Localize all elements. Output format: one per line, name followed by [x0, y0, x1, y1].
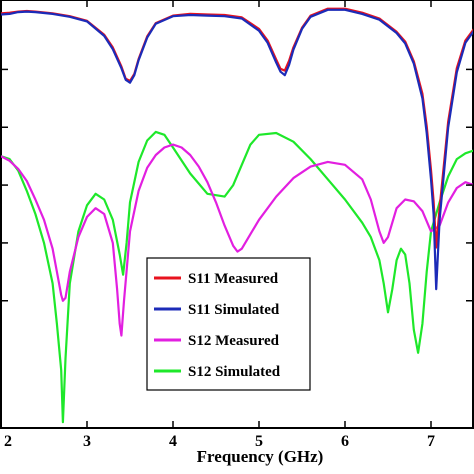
ticks-layer	[0, 0, 473, 428]
legend-label: S11 Simulated	[188, 302, 280, 318]
x-tick-label: 4	[169, 433, 177, 450]
legend-box	[146, 257, 311, 391]
legend-label: S12 Simulated	[188, 364, 281, 380]
x-axis-label: Frequency (GHz)	[197, 447, 324, 466]
x-tick-label: 7	[427, 433, 435, 450]
x-tick-label: 5	[255, 433, 263, 450]
legend-label: S11 Measured	[188, 271, 279, 287]
x-tick-label: 2	[4, 433, 12, 450]
series-layer	[1, 7, 473, 424]
series-line-s11-simulated	[1, 8, 473, 291]
legend: S11 Measured S11 Simulated S12 Measured S12…	[146, 257, 311, 391]
series-line-s12-simulated	[1, 130, 473, 424]
series-line-s12-measured	[1, 143, 473, 337]
legend-label: S12 Measured	[188, 333, 280, 349]
x-tick-label: 3	[83, 433, 91, 450]
x-tick-label: 6	[341, 433, 349, 450]
